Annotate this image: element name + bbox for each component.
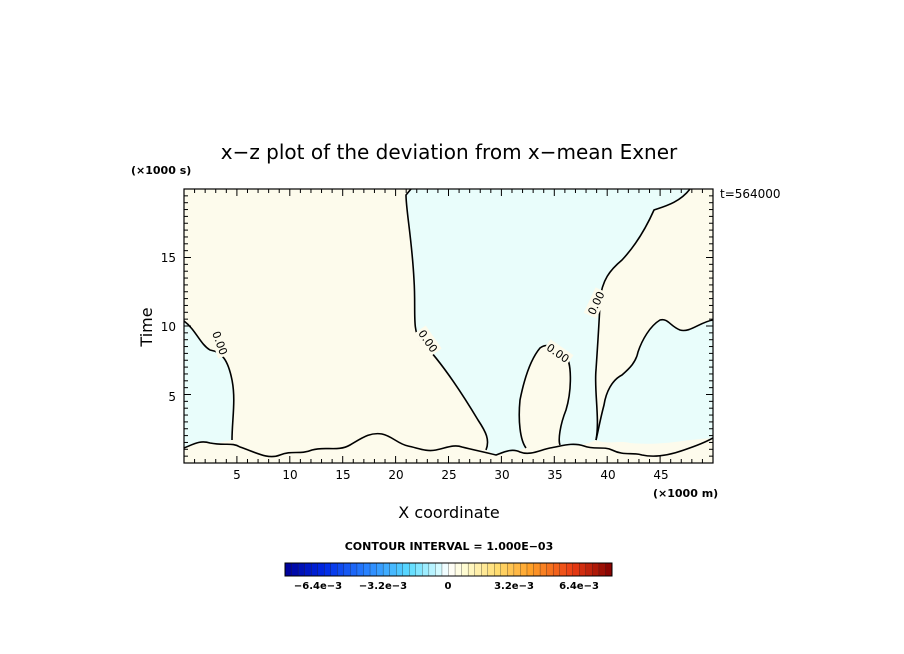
x-tick-label: 5 [233,468,241,482]
colorbar-segment [389,562,397,577]
x-tick-label: 40 [600,468,615,482]
colorbar-segment [291,562,299,577]
colorbar-segment [356,562,364,577]
colorbar-segment [396,562,404,577]
colorbar-segment [324,562,332,577]
colorbar-segment [572,562,580,577]
colorbar-segment [579,562,587,577]
negative-region-center [406,189,690,455]
colorbar-segment [409,562,417,577]
colorbar-segment [350,562,358,577]
colorbar-segment [546,562,554,577]
time-stamp-label: t=564000 [720,187,781,201]
colorbar-segment [441,562,449,577]
colorbar-segment [422,562,430,577]
y-tick-label: 10 [161,320,176,334]
contour-field: 0.00 0.00 0.00 0.00 [184,189,713,463]
colorbar-segment [330,562,338,577]
colorbar-segment [467,562,476,577]
contour-line-bottom [184,432,713,458]
contour-label-bg-1 [208,327,232,359]
contour-label-bg-4 [583,287,609,319]
axis-ticks [184,189,713,463]
colorbar-segment [284,562,292,577]
colorbar-label: −6.4e−3 [294,581,342,592]
x-unit-label: (×1000 m) [653,487,718,500]
colorbar-segment [481,562,489,577]
contour-label-bg-3 [542,339,574,367]
colorbar-segment [513,562,521,577]
colorbar-segment [552,562,561,577]
colorbar-segment [435,562,443,577]
colorbar-segment [605,562,613,577]
x-axis-label: X coordinate [398,503,499,522]
colorbar-label: −3.2e−3 [359,581,407,592]
colorbar-label: 6.4e−3 [559,581,599,592]
negative-region-left [184,321,234,448]
contour-line-right-upper [594,189,691,441]
x-tick-label: 35 [547,468,562,482]
colorbar-segment [474,562,482,577]
y-tick-label: 5 [168,390,176,404]
x-tick-label: 30 [494,468,509,482]
colorbar-labels: −6.4e−3 −3.2e−3 0 3.2e−3 6.4e−3 [294,581,599,592]
colorbar-segment [448,562,456,577]
colorbar-segment [487,562,495,577]
x-tick-label: 15 [335,468,350,482]
colorbar-segment [304,562,312,577]
colorbar-segment [566,562,574,577]
contour-line-right-lower [595,318,713,441]
x-tick-label: 25 [441,468,456,482]
colorbar-frame [284,562,613,577]
colorbar-segment [415,562,423,577]
colorbar-segment [376,562,384,577]
colorbar-segment [585,562,593,577]
colorbar-segment [402,562,410,577]
colorbar-label: 0 [445,581,452,592]
y-axis-label: Time [137,307,156,347]
contour-label-bg-2 [414,325,442,357]
colorbar-segment [592,562,600,577]
colorbar-segment [559,562,567,577]
colorbar-segment [461,562,469,577]
contour-line-left [184,320,235,441]
colorbar-segment [337,562,345,577]
x-tick-label: 10 [282,468,297,482]
colorbar-segment [297,562,306,577]
colorbar-label: 3.2e−3 [494,581,534,592]
colorbar-segment [507,562,515,577]
colorbar-segment [500,562,508,577]
colorbar-segment [428,562,436,577]
colorbar-segment [520,562,528,577]
colorbar-segment [598,562,606,577]
y-tick-label: 15 [161,251,176,265]
colorbar-segment [363,562,371,577]
y-tick-labels: 5 10 15 [161,251,176,404]
chart-title: x−z plot of the deviation from x−mean Ex… [221,140,678,164]
colorbar-segment [382,562,391,577]
x-tick-label: 20 [388,468,403,482]
colorbar-segment [526,562,534,577]
contour-interval-label: CONTOUR INTERVAL = 1.000E−03 [345,540,554,553]
y-unit-label: (×1000 s) [131,164,191,177]
negative-region-right [596,319,713,444]
colorbar-segment [311,562,319,577]
colorbar-segment [539,562,548,577]
colorbar-segment [494,562,502,577]
colorbar-segment [454,562,463,577]
colorbar-segment [533,562,541,577]
x-tick-label: 45 [653,468,668,482]
colorbar-segment [317,562,325,577]
x-tick-labels: 5 10 15 20 25 30 35 40 45 [233,468,668,482]
colorbar-segment [369,562,378,577]
colorbar-segment [343,562,351,577]
colorbar [284,562,613,577]
